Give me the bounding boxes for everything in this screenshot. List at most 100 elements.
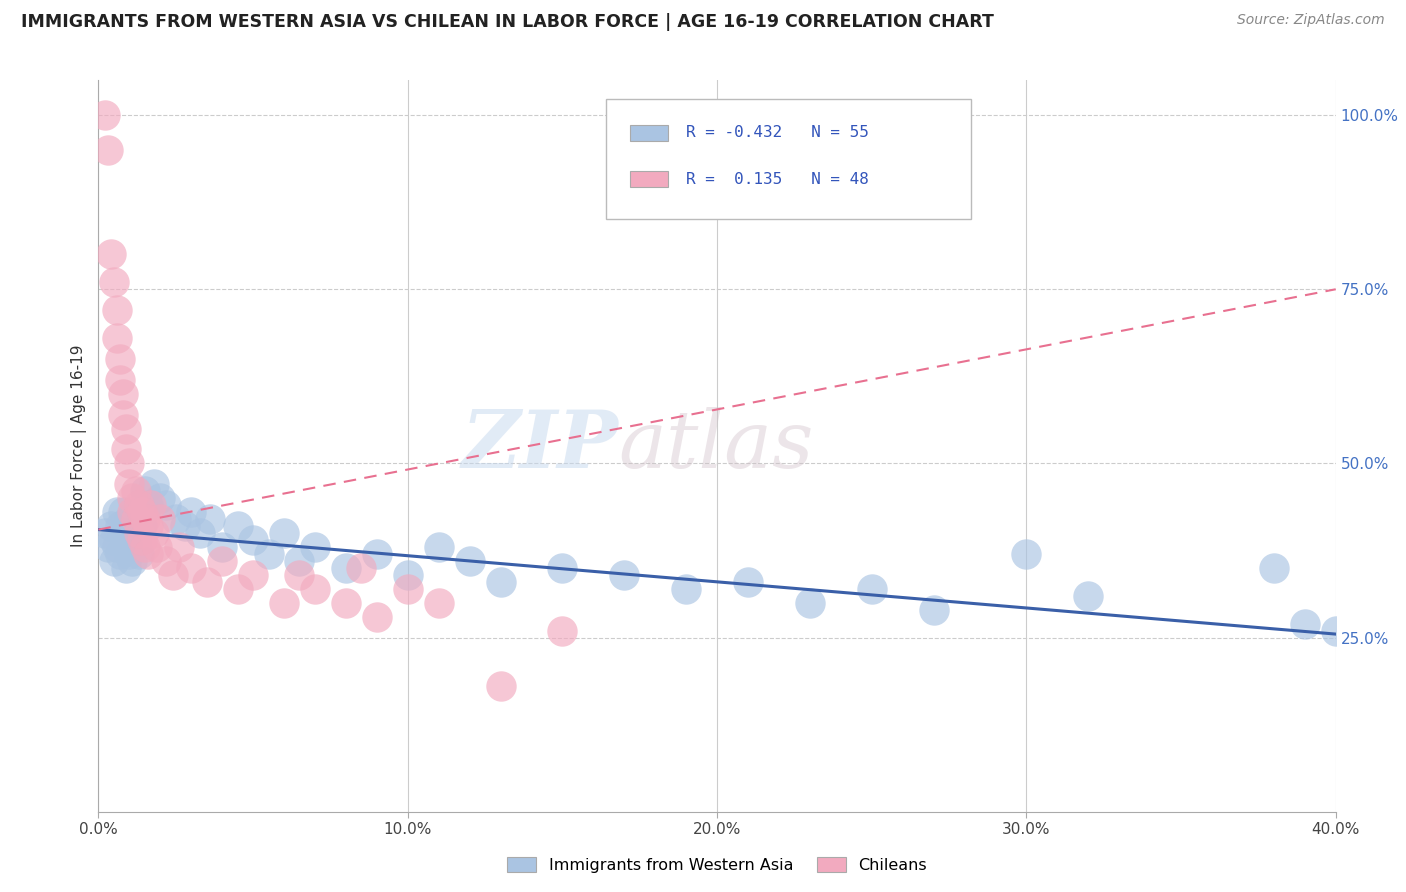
Point [124, 533, 146, 547]
Point [100, 519, 122, 533]
Point [118, 457, 141, 471]
Point [427, 596, 450, 610]
Point [211, 554, 233, 568]
Point [366, 547, 388, 561]
Point [121, 505, 143, 519]
Point [112, 526, 135, 541]
Legend: Immigrants from Western Asia, Chileans: Immigrants from Western Asia, Chileans [501, 851, 934, 880]
Point [242, 567, 264, 582]
FancyBboxPatch shape [606, 99, 970, 219]
Point [226, 519, 249, 533]
Point [427, 540, 450, 554]
Point [136, 519, 159, 533]
Point [131, 533, 153, 547]
Point [155, 554, 177, 568]
Point [115, 421, 138, 435]
Point [128, 526, 150, 541]
Text: Source: ZipAtlas.com: Source: ZipAtlas.com [1237, 13, 1385, 28]
Text: atlas: atlas [619, 408, 814, 484]
Point [108, 547, 131, 561]
Point [613, 567, 636, 582]
Point [335, 596, 357, 610]
Point [105, 540, 128, 554]
Point [103, 275, 125, 289]
Point [737, 574, 759, 589]
Point [1015, 547, 1038, 561]
Point [211, 540, 233, 554]
Point [551, 561, 574, 575]
Point [273, 526, 295, 541]
Point [149, 491, 172, 506]
FancyBboxPatch shape [630, 125, 668, 141]
Point [489, 574, 512, 589]
Point [97, 143, 120, 157]
Point [675, 582, 697, 596]
Y-axis label: In Labor Force | Age 16-19: In Labor Force | Age 16-19 [72, 344, 87, 548]
Point [136, 547, 159, 561]
Point [143, 526, 166, 541]
Text: R = -0.432   N = 55: R = -0.432 N = 55 [686, 126, 869, 140]
Point [121, 554, 143, 568]
Point [118, 547, 141, 561]
Point [112, 505, 135, 519]
Point [121, 526, 143, 541]
Point [128, 547, 150, 561]
Point [105, 505, 128, 519]
Point [115, 561, 138, 575]
Point [1077, 589, 1099, 603]
Point [489, 679, 512, 693]
Point [93, 108, 115, 122]
Point [128, 498, 150, 512]
Point [335, 561, 357, 575]
Point [121, 491, 143, 506]
Point [136, 498, 159, 512]
Point [118, 512, 141, 526]
Point [124, 484, 146, 499]
Point [115, 442, 138, 457]
Point [799, 596, 821, 610]
Point [124, 512, 146, 526]
Point [167, 540, 190, 554]
Point [198, 512, 221, 526]
Point [155, 498, 177, 512]
Point [350, 561, 373, 575]
Point [139, 498, 162, 512]
Point [134, 540, 156, 554]
Point [226, 582, 249, 596]
Point [366, 609, 388, 624]
Point [190, 526, 212, 541]
Point [105, 303, 128, 318]
Point [396, 582, 419, 596]
Point [304, 540, 326, 554]
Point [551, 624, 574, 638]
Point [131, 519, 153, 533]
Point [131, 505, 153, 519]
Point [180, 505, 202, 519]
Point [108, 519, 131, 533]
Point [304, 582, 326, 596]
FancyBboxPatch shape [630, 171, 668, 187]
Point [103, 554, 125, 568]
Point [396, 567, 419, 582]
Point [115, 540, 138, 554]
Point [288, 554, 311, 568]
Point [180, 561, 202, 575]
Text: ZIP: ZIP [461, 408, 619, 484]
Point [105, 331, 128, 345]
Point [165, 512, 187, 526]
Point [143, 477, 166, 491]
Point [134, 484, 156, 499]
Point [1294, 616, 1316, 631]
Point [242, 533, 264, 547]
Point [108, 351, 131, 366]
Point [1324, 624, 1347, 638]
Text: IMMIGRANTS FROM WESTERN ASIA VS CHILEAN IN LABOR FORCE | AGE 16-19 CORRELATION C: IMMIGRANTS FROM WESTERN ASIA VS CHILEAN … [21, 13, 994, 31]
Point [134, 512, 156, 526]
Point [922, 603, 945, 617]
Point [174, 519, 197, 533]
Point [195, 574, 218, 589]
Point [108, 373, 131, 387]
Point [93, 526, 115, 541]
Point [112, 386, 135, 401]
Point [103, 533, 125, 547]
